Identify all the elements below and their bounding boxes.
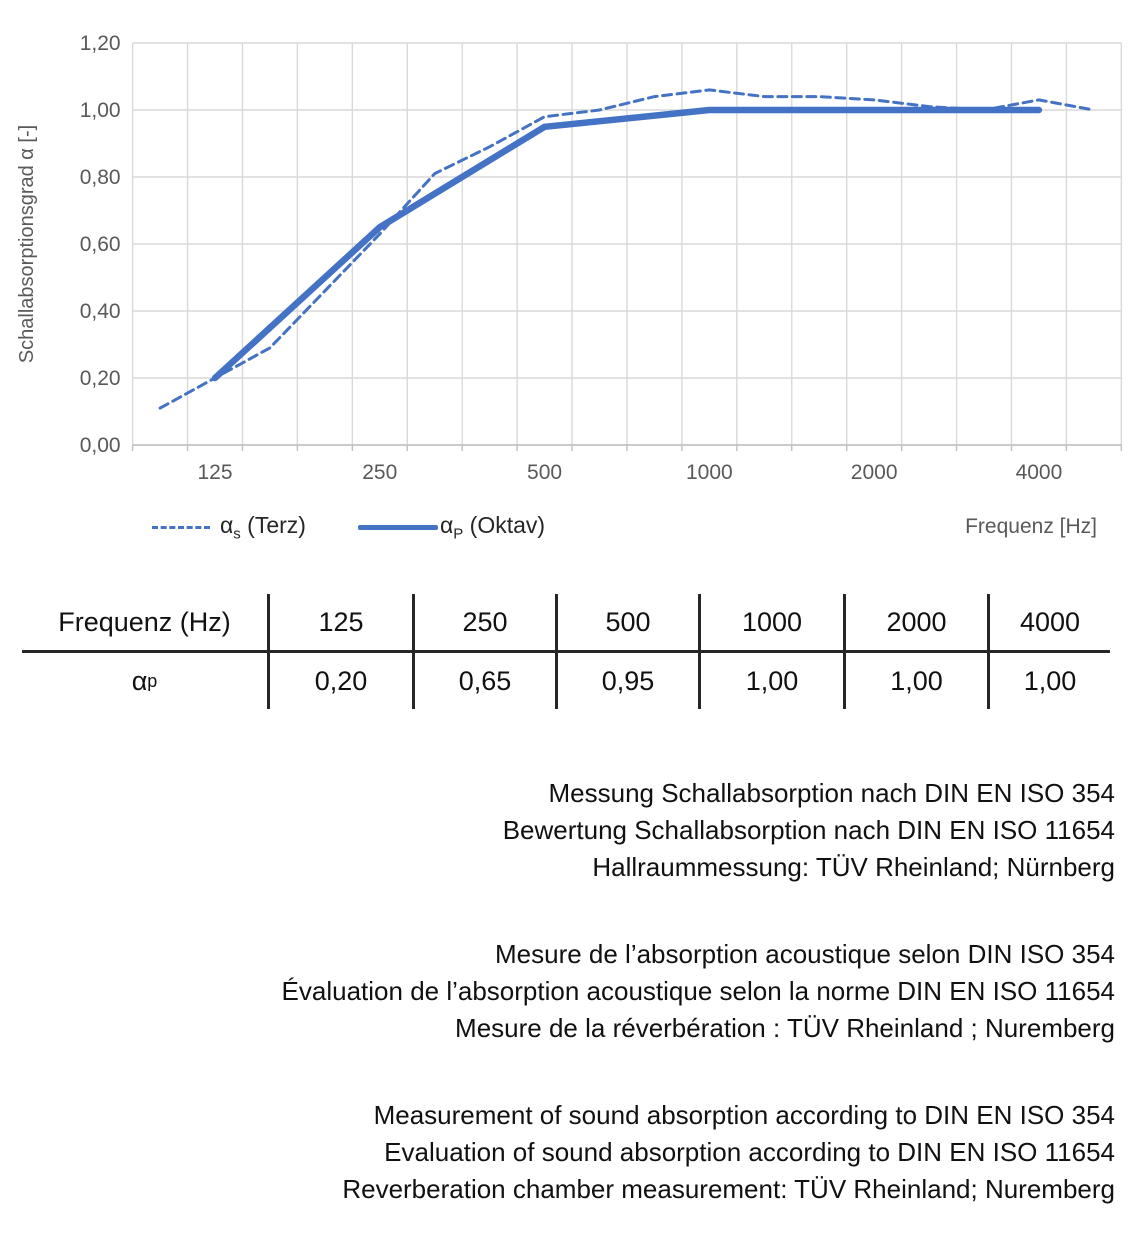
legend-label-oktav: αP (Oktav) [439,511,546,543]
note-english: Measurement of sound absorption accordin… [0,1097,1135,1208]
table-value-cell: 1,00 [846,653,990,709]
y-tick-label: 0,00 [80,434,121,457]
x-tick-label: 4000 [1016,461,1063,484]
table-header-cell: 4000 [990,594,1110,653]
note-line: Reverberation chamber measurement: TÜV R… [342,1174,1115,1204]
x-tick-label: 2000 [851,461,898,484]
table-value-cell: 0,20 [270,653,415,709]
table-value-cell: 0,95 [558,653,701,709]
legend-item-terz: αs (Terz) [152,511,306,543]
x-tick-label: 125 [197,461,232,484]
note-line: Hallraummessung: TÜV Rheinland; Nürnberg [592,852,1115,882]
y-tick-label: 1,20 [80,32,121,55]
table-value-cell: 0,65 [415,653,558,709]
absorption-chart: 0,00 0,20 0,40 0,60 0,80 1,00 1,20 125 250 500 100… [16,32,1123,484]
x-tick-label: 500 [527,461,562,484]
note-german: Messung Schallabsorption nach DIN EN ISO… [0,775,1135,886]
note-french: Mesure de l’absorption acoustique selon … [0,936,1135,1047]
chart-legend: αs (Terz) αP (Oktav) Frequenz [Hz] [0,504,1135,550]
x-axis-title: Frequenz [Hz] [965,515,1097,538]
x-tick-label: 1000 [686,461,733,484]
table-header-cell: 2000 [846,594,990,653]
note-line: Messung Schallabsorption nach DIN EN ISO… [548,778,1115,808]
x-tick-label: 250 [362,461,397,484]
table-header-label: Frequenz (Hz) [22,594,270,653]
y-tick-label: 0,60 [80,233,121,256]
note-line: Mesure de l’absorption acoustique selon … [494,939,1115,969]
y-tick-label: 1,00 [80,99,121,122]
y-axis-title: Schallabsorptionsgrad α [-] [16,125,38,363]
y-tick-label: 0,80 [80,166,121,189]
table-header-cell: 125 [270,594,415,653]
solid-line-sample-icon [357,524,438,530]
legend-label-terz: αs (Terz) [220,511,306,543]
dashed-line-sample-icon [152,525,210,529]
y-tick-label: 0,40 [80,300,121,323]
table-header-cell: 250 [415,594,558,653]
legend-item-oktav: αP (Oktav) [357,511,546,543]
table-header-cell: 1000 [701,594,846,653]
note-line: Measurement of sound absorption accordin… [373,1100,1115,1130]
series-oktav-line [211,106,1043,382]
table-value-cell: 1,00 [701,653,846,709]
note-line: Evaluation of sound absorption according… [384,1137,1115,1167]
y-tick-label: 0,20 [80,367,121,390]
table-value-cell: 1,00 [1023,665,1077,696]
absorption-table: Frequenz (Hz) 125 250 500 1000 2000 4000… [22,594,1125,709]
table-header-cell: 500 [558,594,701,653]
note-line: Bewertung Schallabsorption nach DIN EN I… [502,815,1115,845]
note-line: Évaluation de l’absorption acoustique se… [281,976,1115,1006]
note-line: Mesure de la réverbération : TÜV Rheinla… [455,1013,1115,1043]
